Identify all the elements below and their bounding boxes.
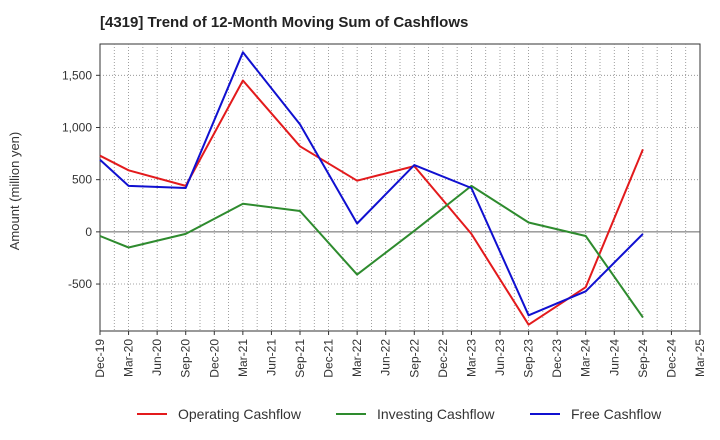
x-tick-label: Jun-20 [150, 339, 164, 376]
plot-frame [99, 43, 701, 332]
x-tick-label: Sep-24 [636, 339, 650, 378]
x-tick-label: Jun-21 [264, 339, 278, 376]
legend-label: Free Cashflow [571, 406, 662, 422]
x-tick-label: Mar-24 [579, 339, 593, 377]
x-tick-label: Sep-20 [179, 339, 193, 378]
chart-title: [4319] Trend of 12-Month Moving Sum of C… [100, 14, 469, 31]
y-axis-ticks: -500 0 500 1,000 1,500 [62, 68, 100, 291]
x-axis-ticks: Dec-19 Mar-20 Jun-20 Sep-20 Dec-20 Mar-21 Jun-… [93, 331, 707, 378]
legend-label: Operating Cashflow [178, 406, 302, 422]
x-tick-label: Dec-21 [322, 339, 336, 378]
series-line-free-cashflow [99, 51, 644, 317]
x-tick-label: Mar-21 [236, 339, 250, 377]
x-tick-label: Sep-22 [407, 339, 421, 378]
x-tick-label: Dec-19 [93, 339, 107, 378]
series-line-operating-cashflow [99, 79, 644, 326]
x-tick-label: Dec-22 [436, 339, 450, 378]
x-tick-label: Jun-24 [607, 339, 621, 376]
y-tick-label: 1,000 [62, 120, 92, 134]
series-lines [99, 51, 644, 326]
x-tick-label: Dec-23 [550, 339, 564, 378]
y-tick-label: 0 [85, 225, 92, 239]
x-tick-label: Dec-24 [664, 339, 678, 378]
x-tick-label: Mar-20 [122, 339, 136, 377]
x-tick-label: Mar-23 [464, 339, 478, 377]
series-line-investing-cashflow [99, 184, 644, 318]
y-tick-label: 500 [72, 173, 92, 187]
x-tick-label: Sep-21 [293, 339, 307, 378]
x-tick-label: Sep-23 [522, 339, 536, 378]
y-tick-label: -500 [68, 277, 92, 291]
x-tick-label: Mar-22 [350, 339, 364, 377]
x-tick-label: Mar-25 [693, 339, 707, 377]
legend: Operating Cashflow Investing Cashflow Free… [137, 406, 662, 422]
y-axis-label: Amount (million yen) [7, 132, 22, 251]
legend-label: Investing Cashflow [377, 406, 495, 422]
x-tick-label: Jun-22 [379, 339, 393, 376]
x-tick-label: Dec-20 [207, 339, 221, 378]
x-tick-label: Jun-23 [493, 339, 507, 376]
y-tick-label: 1,500 [62, 68, 92, 82]
plot-area [99, 43, 701, 332]
